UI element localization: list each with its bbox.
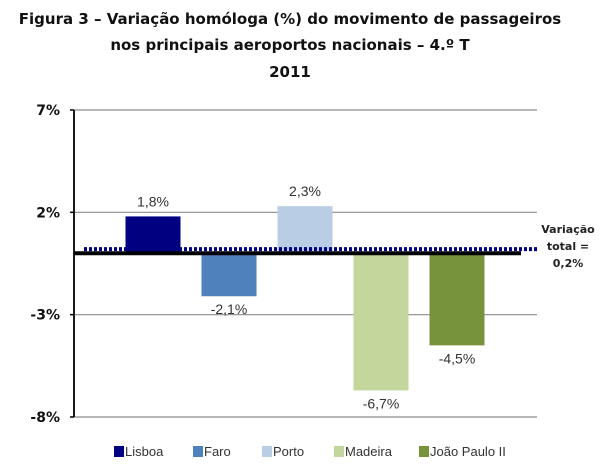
data-label: -4,5% <box>439 350 476 366</box>
data-label: -2,1% <box>211 301 248 317</box>
legend-swatch <box>262 446 272 457</box>
legend-swatch <box>334 446 344 457</box>
reference-line-label: 0,2% <box>553 257 584 270</box>
bar-madeira <box>353 253 409 391</box>
bar-faro <box>201 253 257 297</box>
data-label: 2,3% <box>289 183 321 199</box>
chart-title-line-3: 2011 <box>269 63 311 81</box>
bar-joão-paulo-ii <box>429 253 485 346</box>
chart-title-line-1: Figura 3 – Variação homóloga (%) do movi… <box>18 10 562 28</box>
y-tick-label: 7% <box>36 103 60 119</box>
legend-label: Faro <box>204 444 231 459</box>
legend-swatch <box>114 446 124 457</box>
legend-label: Lisboa <box>125 444 164 459</box>
y-tick-label: -3% <box>30 308 60 324</box>
reference-line-label: Variação <box>541 223 595 236</box>
legend-swatch <box>419 446 429 457</box>
bar-porto <box>277 206 333 254</box>
legend-label: Porto <box>273 444 304 459</box>
reference-line-label: total = <box>547 240 589 253</box>
legend-label: Madeira <box>345 444 393 459</box>
data-label: -6,7% <box>363 395 400 411</box>
y-tick-label: 2% <box>36 205 60 221</box>
y-tick-label: -8% <box>30 410 60 426</box>
chart-title-line-2: nos principais aeroportos nacionais – 4.… <box>110 36 470 54</box>
legend-swatch <box>193 446 203 457</box>
legend-label: João Paulo II <box>430 444 506 459</box>
data-label: 1,8% <box>137 193 169 209</box>
bar-lisboa <box>125 216 181 254</box>
